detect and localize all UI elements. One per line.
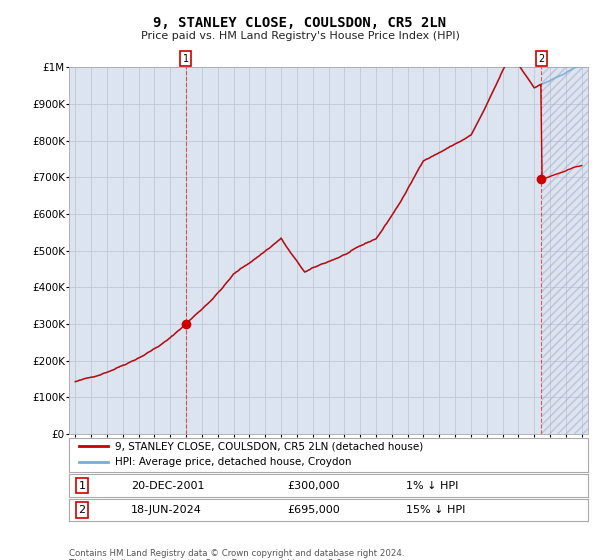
Text: 15% ↓ HPI: 15% ↓ HPI bbox=[406, 505, 466, 515]
Text: Contains HM Land Registry data © Crown copyright and database right 2024.
This d: Contains HM Land Registry data © Crown c… bbox=[69, 549, 404, 560]
Text: 2: 2 bbox=[79, 505, 86, 515]
Text: £695,000: £695,000 bbox=[287, 505, 340, 515]
Text: 1: 1 bbox=[182, 54, 188, 63]
Text: 1: 1 bbox=[79, 480, 85, 491]
Text: Price paid vs. HM Land Registry's House Price Index (HPI): Price paid vs. HM Land Registry's House … bbox=[140, 31, 460, 41]
Text: 9, STANLEY CLOSE, COULSDON, CR5 2LN: 9, STANLEY CLOSE, COULSDON, CR5 2LN bbox=[154, 16, 446, 30]
Text: 9, STANLEY CLOSE, COULSDON, CR5 2LN (detached house): 9, STANLEY CLOSE, COULSDON, CR5 2LN (det… bbox=[115, 441, 423, 451]
Text: 1% ↓ HPI: 1% ↓ HPI bbox=[406, 480, 459, 491]
Text: 20-DEC-2001: 20-DEC-2001 bbox=[131, 480, 205, 491]
Text: 2: 2 bbox=[538, 54, 545, 63]
Text: 18-JUN-2024: 18-JUN-2024 bbox=[131, 505, 202, 515]
Bar bbox=[542, 67, 588, 434]
Bar bbox=[542, 67, 588, 434]
Text: HPI: Average price, detached house, Croydon: HPI: Average price, detached house, Croy… bbox=[115, 457, 351, 467]
Text: £300,000: £300,000 bbox=[287, 480, 340, 491]
